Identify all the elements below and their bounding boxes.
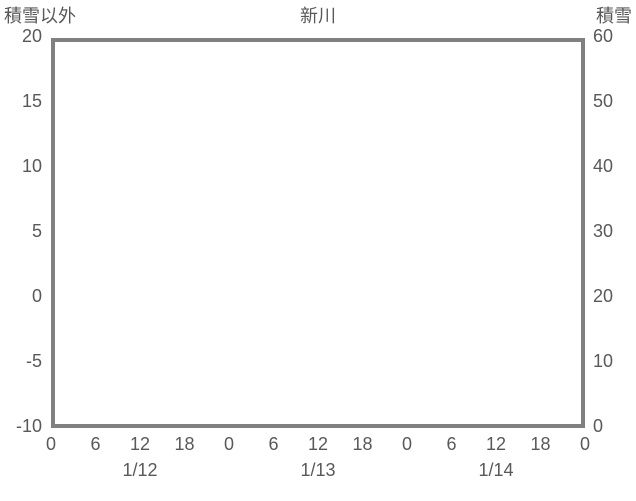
x-tick-label: 0 — [401, 434, 412, 454]
x-day-label: 1/13 — [300, 460, 336, 480]
y-right-tick-label: 30 — [593, 221, 614, 241]
y-left-tick-label: 5 — [31, 221, 42, 241]
y-left-tick-label: 20 — [21, 26, 42, 46]
plot-area — [51, 38, 585, 428]
y-left-tick-label: 0 — [31, 286, 42, 306]
x-tick-label: 18 — [174, 434, 195, 454]
x-tick-label: 0 — [45, 434, 56, 454]
x-tick-label: 6 — [446, 434, 457, 454]
x-tick-label: 6 — [268, 434, 279, 454]
x-day-label: 1/12 — [122, 460, 158, 480]
x-tick-label: 0 — [579, 434, 590, 454]
chart-title: 新川 — [300, 6, 336, 26]
y-right-tick-label: 60 — [593, 26, 614, 46]
plot-frame-border — [51, 38, 585, 428]
y-right-tick-label: 40 — [593, 156, 614, 176]
y-right-tick-label: 20 — [593, 286, 614, 306]
x-tick-label: 6 — [90, 434, 101, 454]
y-right-tick-label: 10 — [593, 351, 614, 371]
x-day-label: 1/14 — [478, 460, 514, 480]
y-right-tick-label: 0 — [593, 416, 604, 436]
y-left-tick-label: -5 — [25, 351, 42, 371]
y-left-tick-label: 15 — [21, 91, 42, 111]
x-tick-label: 18 — [352, 434, 373, 454]
left-axis-unit-label: 積雪以外 — [4, 6, 76, 26]
x-tick-label: 12 — [485, 434, 507, 454]
x-tick-label: 12 — [307, 434, 329, 454]
y-right-tick-label: 50 — [593, 91, 614, 111]
x-tick-label: 18 — [530, 434, 551, 454]
y-left-tick-label: -10 — [15, 416, 42, 436]
x-tick-label: 12 — [129, 434, 151, 454]
y-left-tick-label: 10 — [21, 156, 42, 176]
right-axis-unit-label: 積雪 — [596, 6, 632, 26]
x-tick-label: 0 — [223, 434, 234, 454]
